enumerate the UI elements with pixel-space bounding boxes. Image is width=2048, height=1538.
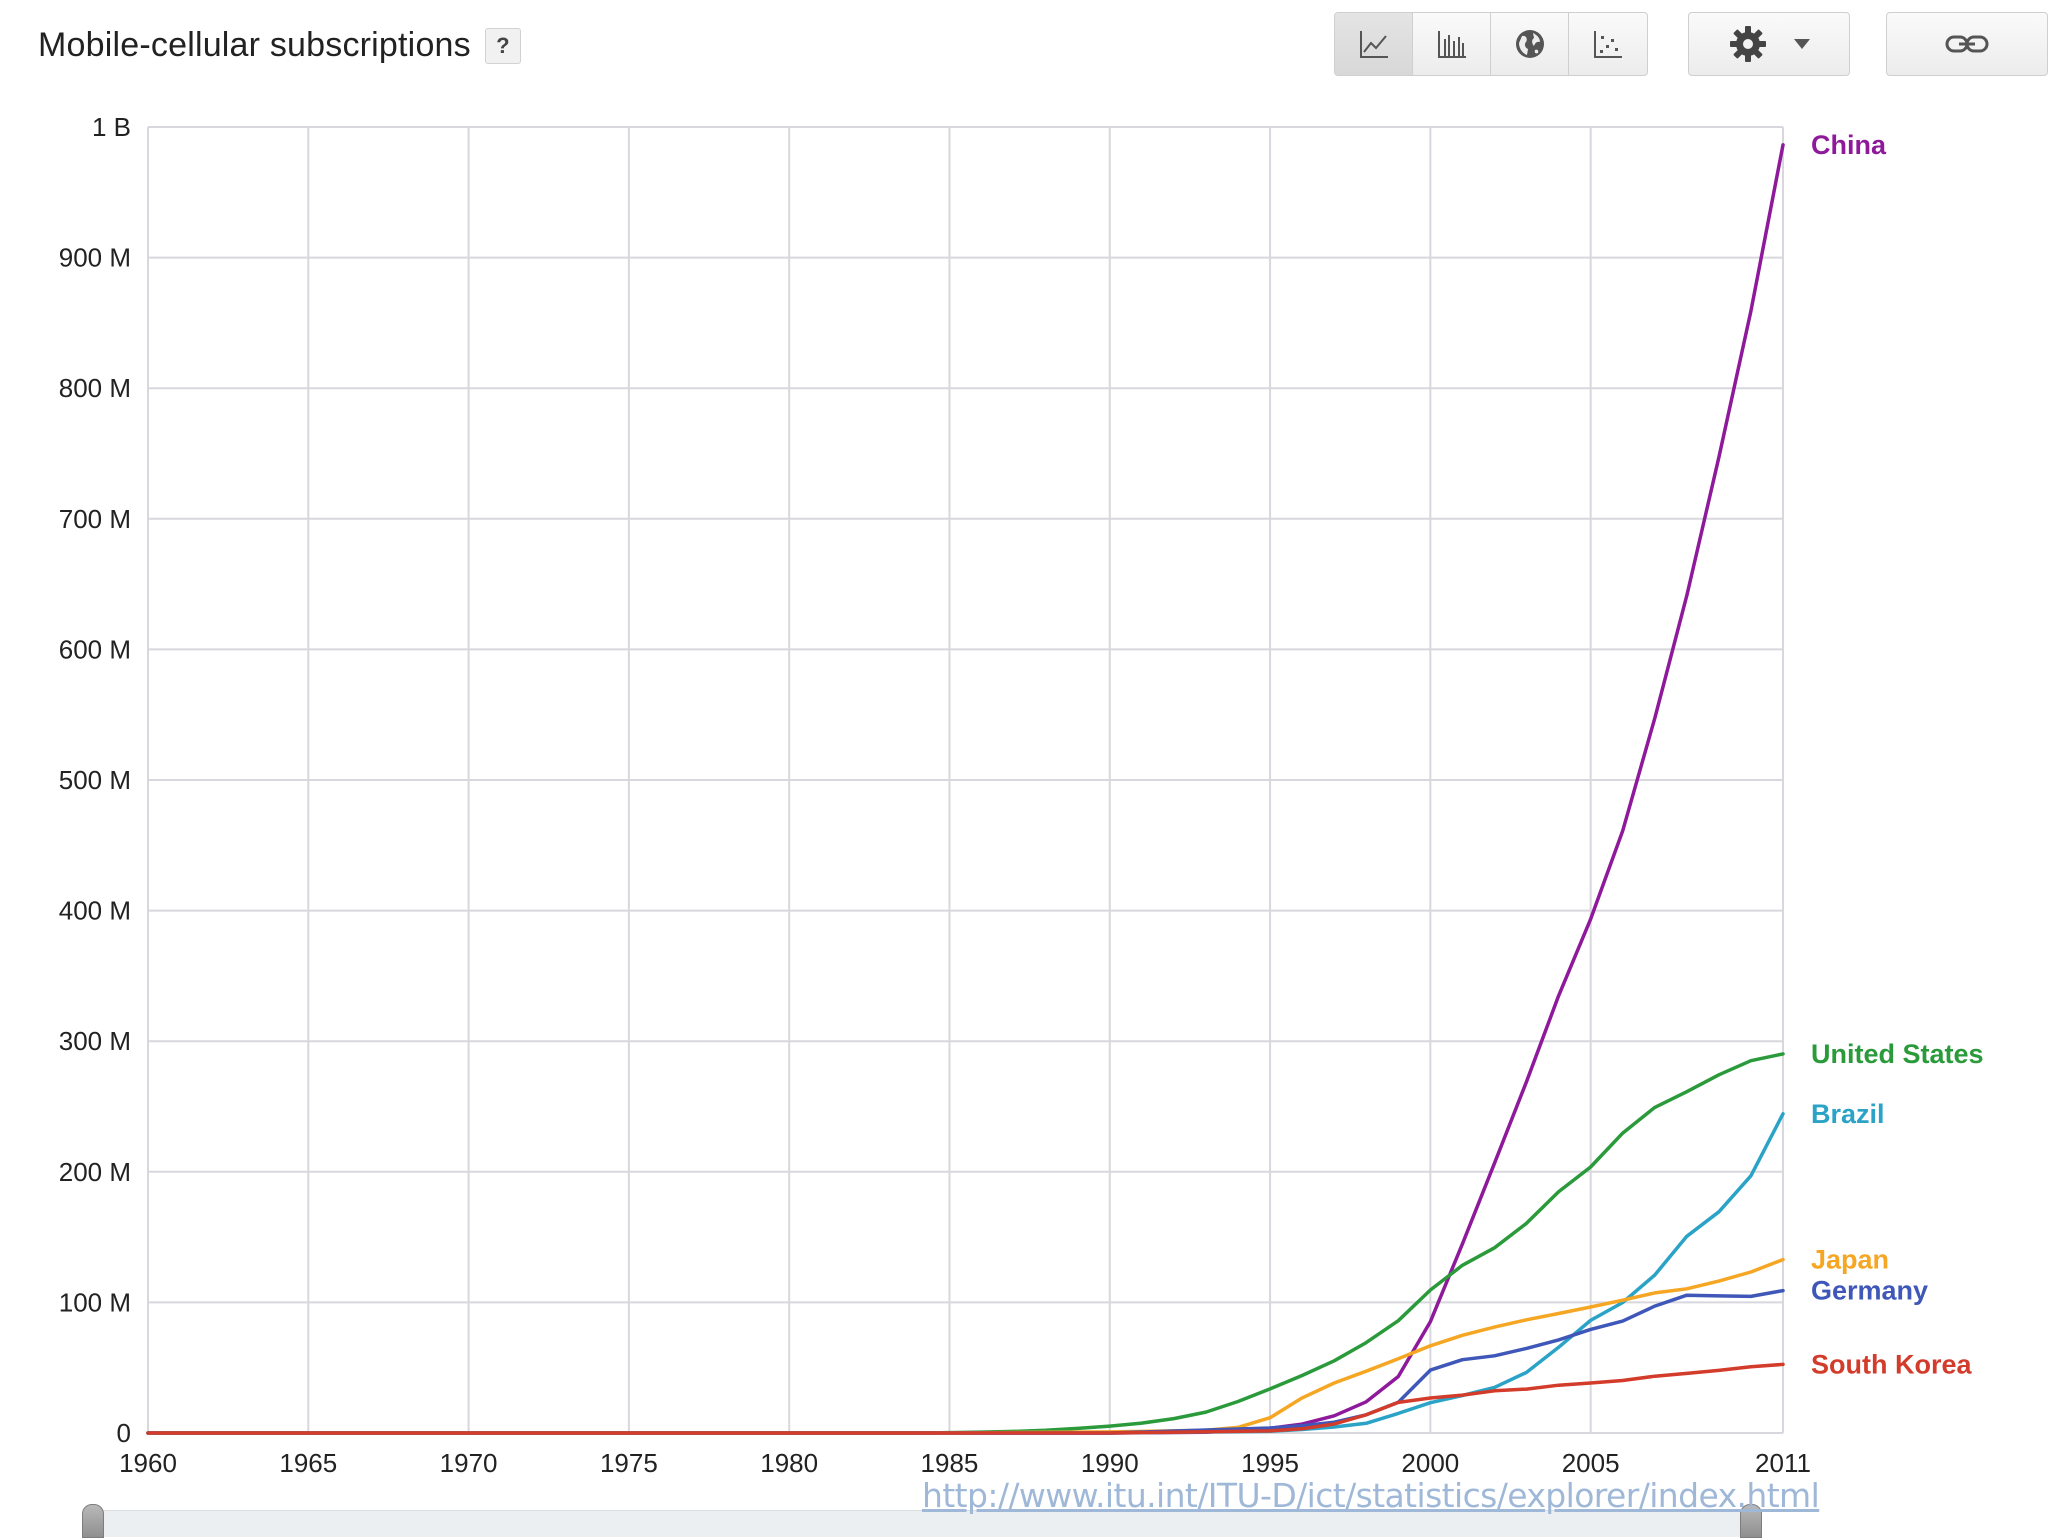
chart-axes: 0 100 M 200 M 300 M 400 M 500 M 600 M 700 M 800 … <box>59 112 1811 1478</box>
x-tick-label: 1995 <box>1241 1448 1299 1478</box>
link-button[interactable] <box>1887 13 2047 75</box>
y-tick-label: 700 M <box>59 504 131 534</box>
y-tick-label: 300 M <box>59 1026 131 1056</box>
x-tick-label: 1985 <box>921 1448 979 1478</box>
x-tick-label: 2000 <box>1401 1448 1459 1478</box>
series-label-brazil[interactable]: Brazil <box>1811 1099 1885 1129</box>
bar-chart-icon <box>1437 31 1466 58</box>
line-chart-button[interactable] <box>1335 13 1413 75</box>
chart-type-group <box>1334 12 1648 76</box>
x-tick-label: 1975 <box>600 1448 658 1478</box>
y-tick-label: 500 M <box>59 765 131 795</box>
series-label-germany[interactable]: Germany <box>1811 1276 1928 1306</box>
source-url[interactable]: http://www.itu.int/ITU-D/ict/statistics/… <box>922 1476 1820 1515</box>
x-tick-label: 1960 <box>119 1448 177 1478</box>
x-tick-label: 1965 <box>279 1448 337 1478</box>
settings-toolbar <box>1688 12 1850 76</box>
y-tick-label: 900 M <box>59 243 131 273</box>
series-line-south-korea[interactable] <box>146 1362 1785 1435</box>
y-tick-label: 600 M <box>59 634 131 664</box>
series-label-south-korea[interactable]: South Korea <box>1811 1349 1972 1379</box>
scatter-chart-icon <box>1594 31 1622 58</box>
gear-icon <box>1730 26 1766 62</box>
y-tick-label: 800 M <box>59 373 131 403</box>
settings-button[interactable] <box>1689 13 1849 75</box>
slider-start-handle[interactable] <box>82 1504 104 1538</box>
y-tick-label: 400 M <box>59 896 131 926</box>
chart-grid <box>147 126 1784 1434</box>
help-button[interactable]: ? <box>484 27 521 64</box>
chart-series <box>146 143 1785 1435</box>
series-label-china[interactable]: China <box>1811 130 1887 160</box>
y-tick-label: 1 B <box>92 112 131 142</box>
line-chart-icon <box>1359 31 1388 58</box>
scatter-chart-button[interactable] <box>1569 13 1647 75</box>
series-label-united-states[interactable]: United States <box>1811 1039 1984 1069</box>
x-tick-label: 2011 <box>1755 1448 1811 1478</box>
link-toolbar <box>1886 12 2048 76</box>
link-icon <box>1945 35 1989 53</box>
y-tick-label: 100 M <box>59 1287 131 1317</box>
x-tick-label: 1970 <box>440 1448 498 1478</box>
chart-header: Mobile-cellular subscriptions ? <box>38 26 521 65</box>
x-tick-label: 1990 <box>1081 1448 1139 1478</box>
series-line-germany[interactable] <box>146 1288 1785 1435</box>
series-label-japan[interactable]: Japan <box>1811 1245 1889 1275</box>
time-range-slider[interactable] <box>92 1510 1752 1537</box>
bar-chart-button[interactable] <box>1413 13 1491 75</box>
caret-down-icon <box>1794 39 1810 49</box>
y-tick-label: 0 <box>117 1418 131 1448</box>
y-tick-label: 200 M <box>59 1157 131 1187</box>
settings-group <box>1688 12 1850 76</box>
map-icon <box>1515 30 1544 58</box>
chart-type-toolbar <box>1334 12 1648 76</box>
map-chart-button[interactable] <box>1491 13 1569 75</box>
chart-title: Mobile-cellular subscriptions <box>38 26 471 64</box>
x-tick-label: 1980 <box>760 1448 818 1478</box>
link-group <box>1886 12 2048 76</box>
x-tick-label: 2005 <box>1562 1448 1620 1478</box>
